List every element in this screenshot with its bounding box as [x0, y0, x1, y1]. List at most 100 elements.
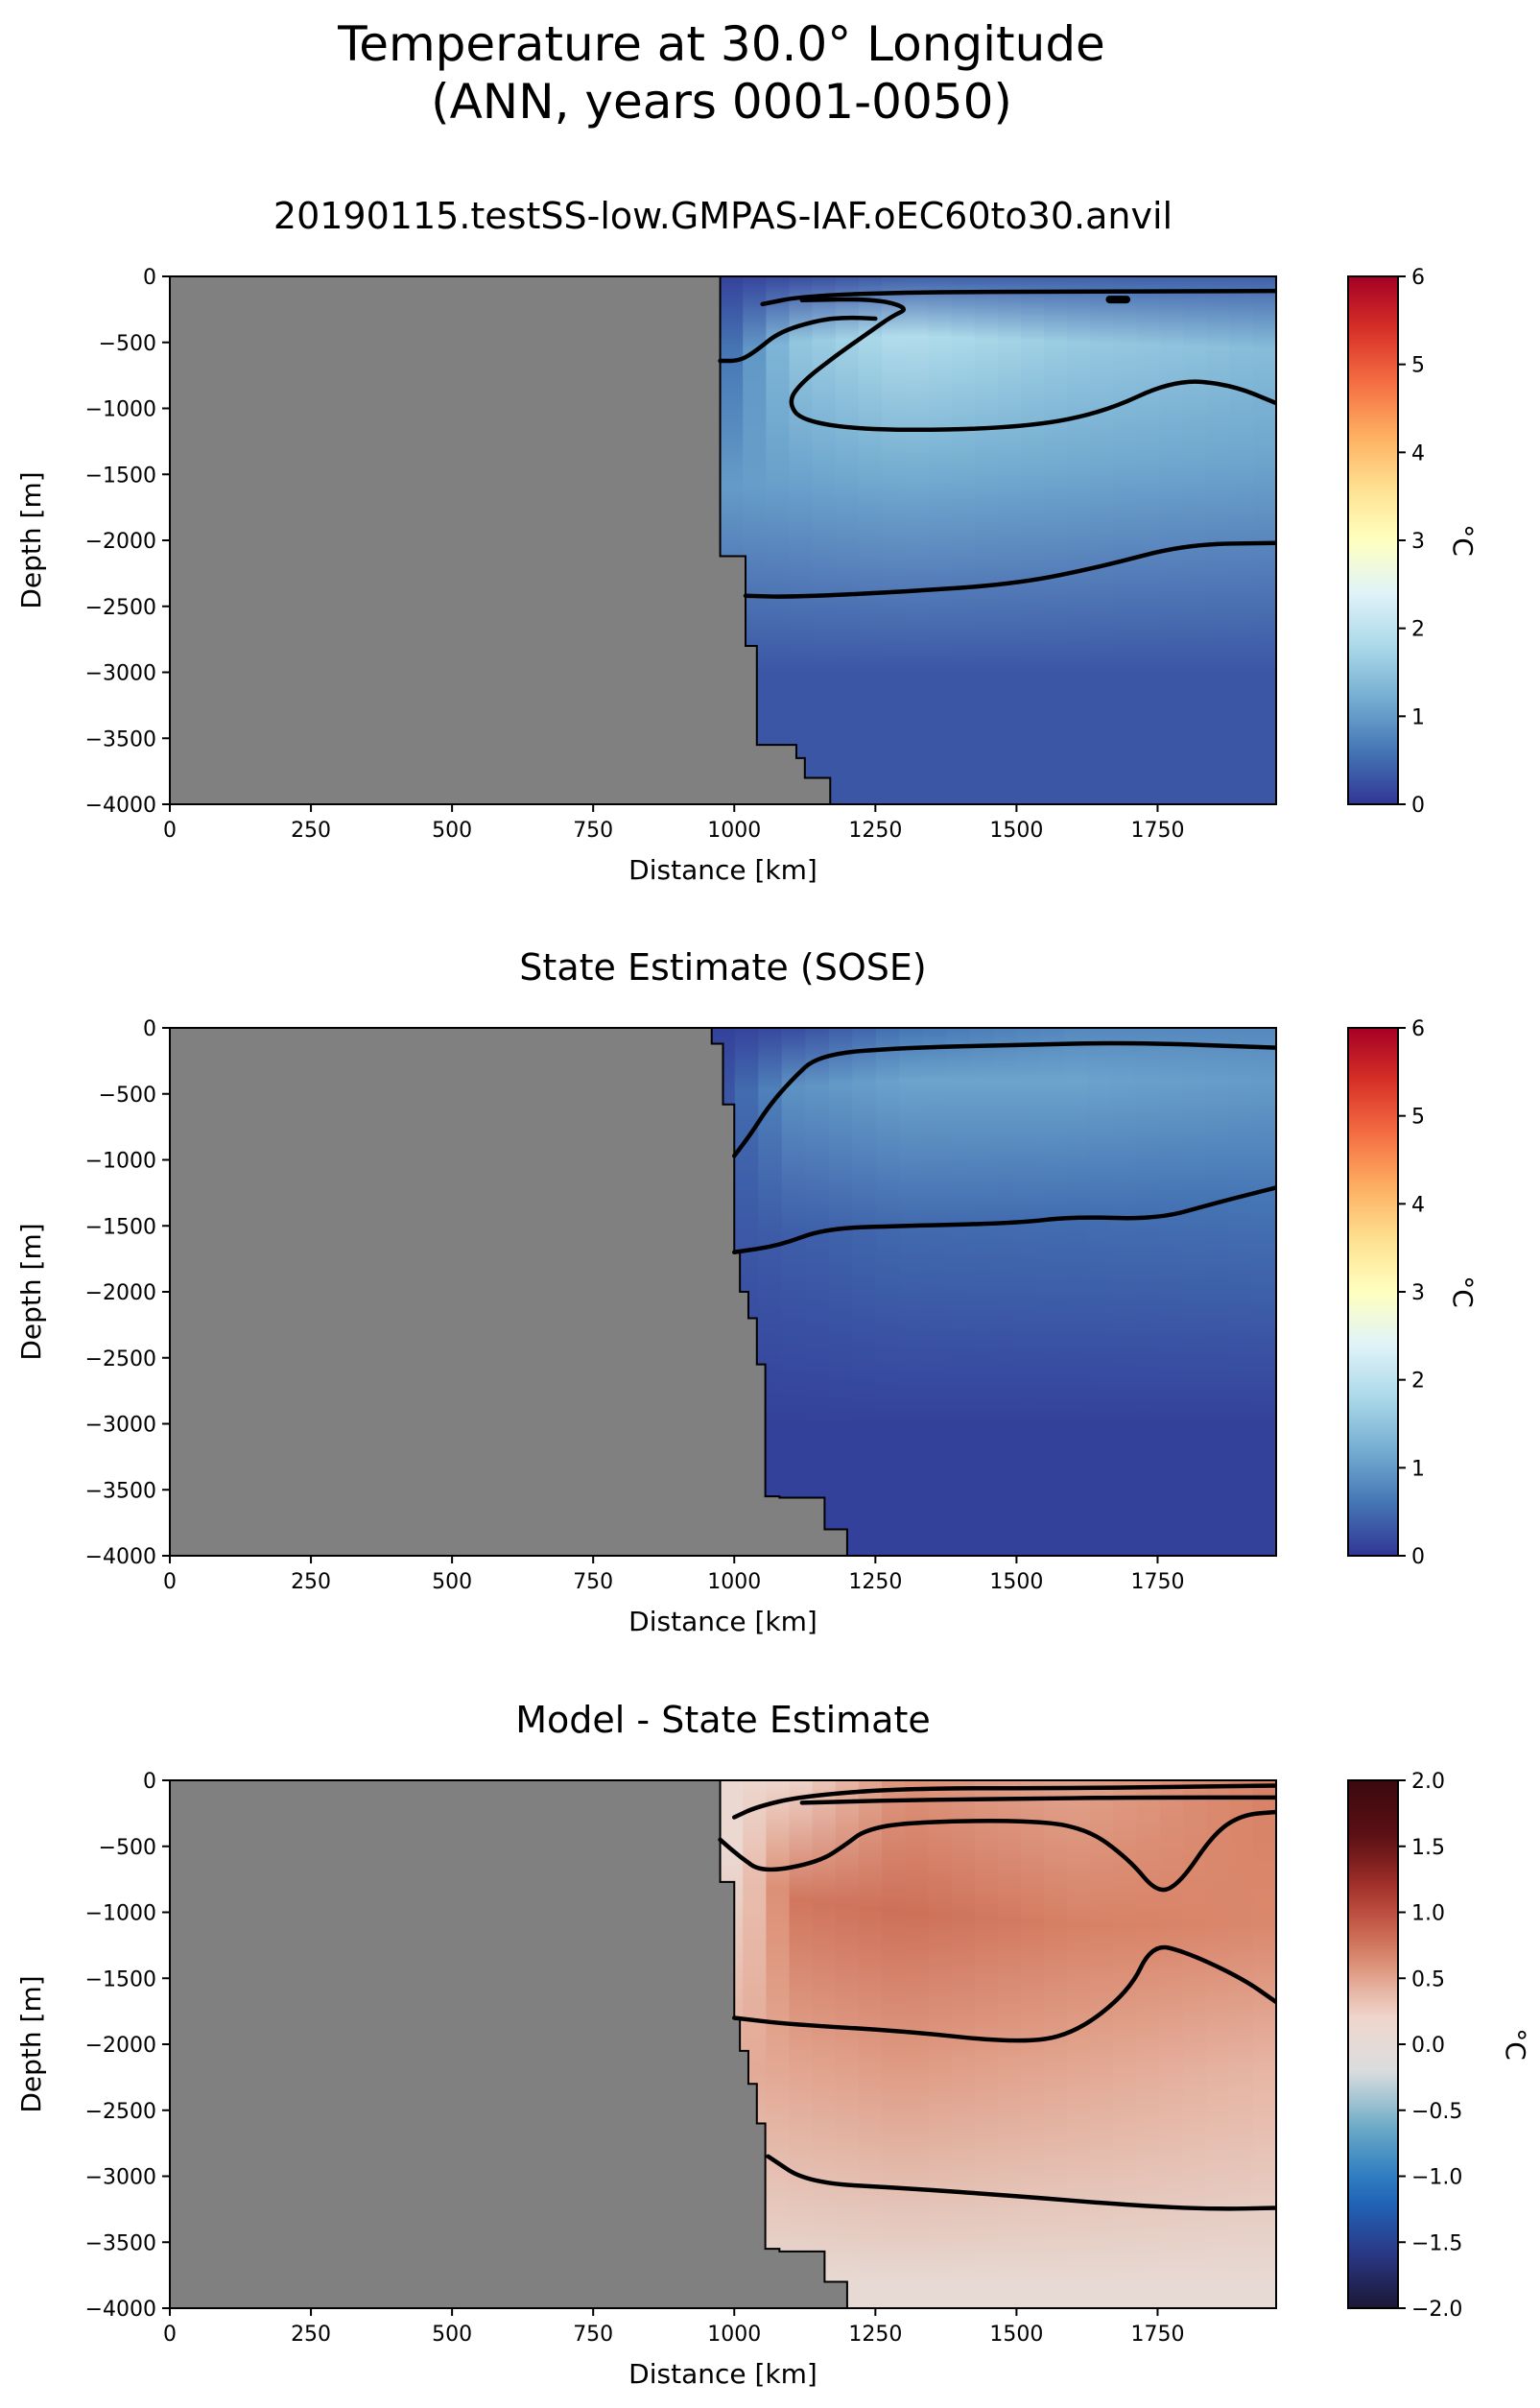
x-tick-label: 250	[291, 819, 331, 843]
x-tick-label: 1750	[1130, 819, 1184, 843]
x-axis-label: Distance [km]	[628, 2358, 817, 2390]
plot-area	[170, 276, 1276, 804]
field-column	[1016, 1028, 1042, 1556]
figure-title-line2: (ANN, years 0001-0050)	[431, 74, 1012, 130]
colorbar-tick-label: 2	[1411, 1370, 1425, 1394]
x-tick-label: 250	[291, 2323, 331, 2347]
y-tick-label: −4000	[85, 794, 156, 818]
land-mask	[170, 1028, 848, 1556]
chart-panel-1: 20190115.testSS-low.GMPAS-IAF.oEC60to30.…	[15, 195, 1479, 886]
x-tick-label: 500	[432, 819, 472, 843]
y-tick-label: −1000	[85, 1902, 156, 1926]
colorbar-tick-label: 0	[1411, 794, 1425, 818]
y-tick-label: −1000	[85, 398, 156, 422]
contour-line	[718, 315, 878, 364]
field-column	[828, 1028, 854, 1556]
colorbar-tick-label: 6	[1411, 266, 1425, 290]
panel-title: Model - State Estimate	[515, 1699, 930, 1741]
field-column	[875, 1028, 901, 1556]
field-column	[858, 1780, 884, 2308]
colorbar-tick-label: 2	[1411, 618, 1425, 642]
field-column	[997, 1780, 1022, 2308]
field-column	[1067, 1780, 1092, 2308]
field-column	[835, 276, 860, 804]
field-column	[805, 1028, 830, 1556]
y-tick-label: −2000	[85, 1281, 156, 1305]
x-tick-label: 1750	[1130, 1570, 1184, 1594]
panel-title: State Estimate (SOSE)	[519, 946, 926, 989]
field-column	[1134, 1028, 1159, 1556]
field-column	[766, 1780, 791, 2308]
field-column	[789, 276, 814, 804]
field-column	[1157, 1028, 1183, 1556]
colorbar-tick-label: −0.5	[1411, 2100, 1462, 2124]
field-column	[1181, 1028, 1206, 1556]
panels: 20190115.testSS-low.GMPAS-IAF.oEC60to30.…	[15, 195, 1531, 2390]
y-tick-label: −3000	[85, 1414, 156, 1438]
chart-panel-2: State Estimate (SOSE)0 250 500 750 1000 1250 1…	[15, 946, 1479, 1637]
field-column	[1159, 276, 1184, 804]
contour-line	[799, 1795, 1276, 1805]
contour-line	[743, 540, 1276, 599]
y-tick-label: −2500	[85, 1347, 156, 1371]
panel-title: 20190115.testSS-low.GMPAS-IAF.oEC60to30.…	[273, 195, 1173, 237]
y-axis-label: Depth [m]	[15, 1223, 47, 1360]
field-column	[951, 276, 976, 804]
colorbar-scale	[1347, 1779, 1399, 2309]
colorbar-tick-label: −1.0	[1411, 2166, 1462, 2190]
x-tick-label: 500	[432, 2323, 472, 2347]
field-column	[1159, 1780, 1184, 2308]
y-tick-label: −3500	[85, 727, 156, 751]
field-column	[922, 1028, 948, 1556]
x-tick-label: 750	[573, 819, 613, 843]
field-column	[974, 276, 999, 804]
colorbar-tick-label: 3	[1411, 1281, 1425, 1305]
x-tick-label: 0	[163, 1570, 177, 1594]
x-tick-label: 0	[163, 2323, 177, 2347]
x-tick-label: 1250	[848, 1570, 902, 1594]
y-tick-label: −2000	[85, 530, 156, 554]
field-column	[1087, 1028, 1112, 1556]
field-column	[899, 1028, 924, 1556]
contour-line	[789, 297, 1276, 433]
y-tick-label: −1500	[85, 1215, 156, 1239]
colorbar-tick-label: 0.5	[1411, 1967, 1445, 1991]
field-column	[1110, 1028, 1136, 1556]
field-column	[969, 1028, 995, 1556]
y-tick-label: −500	[99, 1836, 156, 1860]
colorbar-tick-label: −1.5	[1411, 2231, 1462, 2255]
field-column	[1252, 1780, 1276, 2308]
colorbar-tick-label: 6	[1411, 1017, 1425, 1041]
colorbar: 0 1 2 3 4 5 6 °C	[1347, 266, 1479, 818]
field-column	[1182, 276, 1208, 804]
field-column	[1044, 1780, 1069, 2308]
colorbar-label: °C	[1500, 2028, 1531, 2061]
x-tick-label: 1000	[707, 2323, 761, 2347]
field-column	[858, 276, 884, 804]
contour-line	[760, 288, 1276, 307]
colorbar-tick-label: 4	[1411, 441, 1425, 465]
y-tick-label: −4000	[85, 1545, 156, 1569]
field-column	[974, 1780, 999, 2308]
y-tick-label: −3500	[85, 1479, 156, 1503]
colorbar-tick-label: 3	[1411, 530, 1425, 554]
field-column	[882, 276, 907, 804]
y-tick-label: −3000	[85, 662, 156, 686]
y-tick-label: −3500	[85, 2231, 156, 2255]
colorbar-scale	[1347, 1027, 1399, 1557]
y-tick-label: 0	[143, 1017, 156, 1041]
field-column	[1251, 1028, 1276, 1556]
land-mask	[170, 1780, 848, 2308]
colorbar-scale	[1347, 275, 1399, 805]
figure-title-line1: Temperature at 30.0° Longitude	[337, 16, 1105, 72]
colorbar-tick-label: 4	[1411, 1193, 1425, 1217]
y-tick-label: −1000	[85, 1150, 156, 1174]
y-axis-label: Depth [m]	[15, 1975, 47, 2112]
field-column	[766, 276, 791, 804]
colorbar-tick-label: 1	[1411, 705, 1425, 729]
x-tick-label: 1000	[707, 1570, 761, 1594]
y-tick-label: −500	[99, 1084, 156, 1108]
field-column	[946, 1028, 971, 1556]
y-tick-label: −3000	[85, 2166, 156, 2190]
field-column	[1044, 276, 1069, 804]
